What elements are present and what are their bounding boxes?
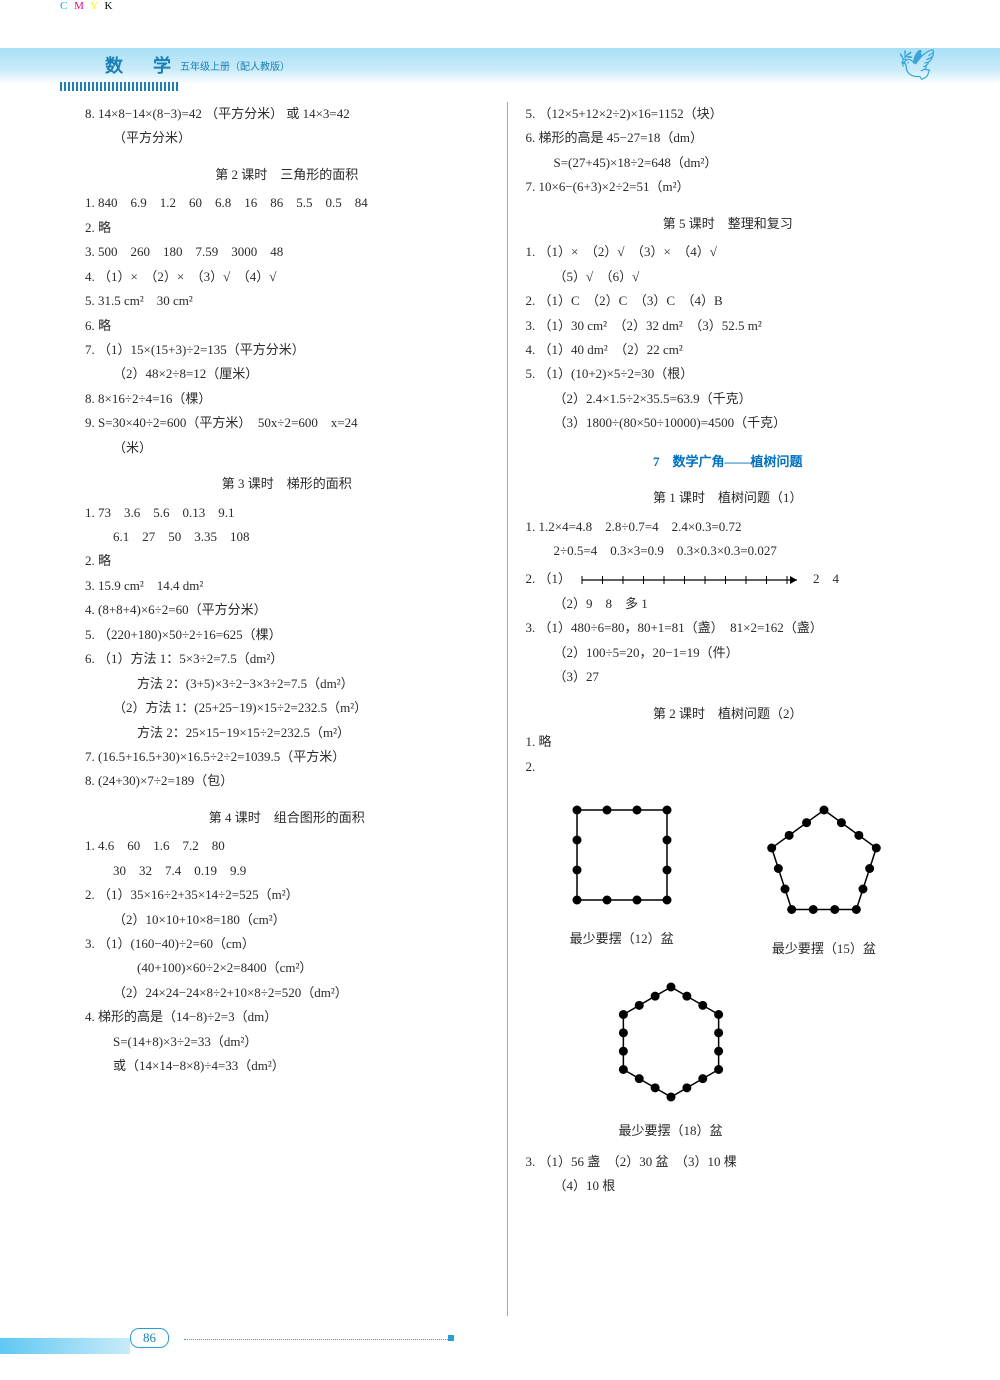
footer-bar <box>0 1338 130 1354</box>
text-line: （3）27 <box>526 665 931 689</box>
text-line: 5. （220+180)×50÷2÷16=625（棵） <box>85 623 489 647</box>
section-title: 第 2 课时 三角形的面积 <box>85 163 489 187</box>
section-title: 第 5 课时 整理和复习 <box>526 212 931 236</box>
text-line: 1. 略 <box>526 730 931 754</box>
text-line: （3）1800÷(80×50÷10000)=4500（千克） <box>526 411 931 435</box>
subject-sub: 五年级上册（配人教版） <box>180 58 290 73</box>
diagram-row: 最少要摆（12）盆 最少要摆（15）盆 <box>526 785 931 961</box>
left-column: 8. 14×8−14×(8−3)=42 （平方分米） 或 14×3=42 （平方… <box>75 102 508 1316</box>
text-line: 1. 73 3.6 5.6 0.13 9.1 <box>85 501 489 525</box>
content: 8. 14×8−14×(8−3)=42 （平方分米） 或 14×3=42 （平方… <box>75 102 940 1316</box>
text-line: （2）9 8 多 1 <box>526 592 931 616</box>
text-line: 2 4 <box>813 567 839 591</box>
text-line: 7. （1）15×(15+3)÷2=135（平方分米） <box>85 338 489 362</box>
text-line: （米） <box>85 436 489 460</box>
text-line: 3. 15.9 cm² 14.4 dm² <box>85 574 489 598</box>
text-line: 8. 14×8−14×(8−3)=42 （平方分米） 或 14×3=42 <box>85 102 489 126</box>
text-line: 2. <box>526 755 931 779</box>
text-line: 1. 840 6.9 1.2 60 6.8 16 86 5.5 0.5 84 <box>85 191 489 215</box>
text-line: 方法 2：(3+5)×3÷2−3×3÷2=7.5（dm²） <box>85 672 489 696</box>
text-line: 3. 500 260 180 7.59 3000 48 <box>85 240 489 264</box>
text-line: （2）方法 1：(25+25−19)×15÷2=232.5（m²） <box>85 696 489 720</box>
cmyk-c: C <box>60 0 69 12</box>
text-line: （2）48×2÷8=12（厘米） <box>85 362 489 386</box>
cmyk-k: K <box>105 0 115 12</box>
text-line: （2）2.4×1.5÷2×35.5=63.9（千克） <box>526 387 931 411</box>
text-line: 方法 2：25×15−19×15÷2=232.5（m²） <box>85 721 489 745</box>
cmyk-label: C M Y K <box>60 0 114 12</box>
text-line: 4. （1）40 dm² （2）22 cm² <box>526 338 931 362</box>
text-line: 2. （1） <box>526 567 572 591</box>
text-line: 5. （1）(10+2)×5÷2=30（根） <box>526 362 931 386</box>
hexagon-cell: 最少要摆（18）盆 <box>586 967 756 1143</box>
cmyk-y: Y <box>90 0 100 12</box>
text-line: 或（14×14−8×8)÷4=33（dm²） <box>85 1054 489 1078</box>
text-line: （2）100÷5=20，20−1=19（件） <box>526 641 931 665</box>
text-line: 3. （1）(160−40)÷2=60（cm） <box>85 932 489 956</box>
chapter-title: 7 数学广角——植树问题 <box>526 450 931 474</box>
pentagon-caption: 最少要摆（15）盆 <box>744 937 904 961</box>
right-column: 5. （12×5+12×2÷2)×16=1152（块） 6. 梯形的高是 45−… <box>508 102 941 1316</box>
text-line: （2）10×10+10×8=180（cm²） <box>85 908 489 932</box>
text-line: 5. （12×5+12×2÷2)×16=1152（块） <box>526 102 931 126</box>
text-line: (40+100)×60÷2×2=8400（cm²） <box>85 956 489 980</box>
crop-marks: C M Y K <box>0 0 1000 18</box>
text-line: 6. 略 <box>85 314 489 338</box>
bird-icon: 🕊 <box>898 48 936 83</box>
footer-dotline <box>184 1338 450 1340</box>
page-number: 86 <box>130 1328 169 1348</box>
text-line: S=(14+8)×3÷2=33（dm²） <box>85 1030 489 1054</box>
text-line: 30 32 7.4 0.19 9.9 <box>85 859 489 883</box>
section-title: 第 3 课时 梯形的面积 <box>85 472 489 496</box>
text-line: 9. S=30×40÷2=600（平方米） 50x÷2=600 x=24 <box>85 411 489 435</box>
header-stripes <box>60 82 180 91</box>
section-title: 第 4 课时 组合图形的面积 <box>85 806 489 830</box>
text-line: （平方分米） <box>85 126 489 150</box>
text-line: 2. 略 <box>85 216 489 240</box>
text-line: 2. 略 <box>85 549 489 573</box>
subject-title: 数 学 <box>105 52 177 78</box>
square-diagram <box>552 785 692 925</box>
hexagon-diagram <box>586 967 756 1117</box>
text-line: 1. （1）× （2）√ （3）× （4）√ <box>526 240 931 264</box>
text-line: 6. （1）方法 1：5×3÷2=7.5（dm²） <box>85 647 489 671</box>
footer: 86 <box>0 1310 1000 1354</box>
text-line: （4）10 根 <box>526 1174 931 1198</box>
number-line-diagram <box>577 571 807 589</box>
text-line: 6.1 27 50 3.35 108 <box>85 525 489 549</box>
text-line: 2. （1）C （2）C （3）C （4）B <box>526 289 931 313</box>
section-title: 第 1 课时 植树问题（1） <box>526 486 931 510</box>
text-line: 4. 梯形的高是（14−8)÷2=3（dm） <box>85 1005 489 1029</box>
pentagon-cell: 最少要摆（15）盆 <box>744 785 904 961</box>
text-line: 6. 梯形的高是 45−27=18（dm） <box>526 126 931 150</box>
text-line: 1. 4.6 60 1.6 7.2 80 <box>85 834 489 858</box>
text-line: 7. 10×6−(6+3)×2÷2=51（m²） <box>526 175 931 199</box>
text-line: 2. （1）35×16÷2+35×14÷2=525（m²） <box>85 883 489 907</box>
square-cell: 最少要摆（12）盆 <box>552 785 692 961</box>
text-line: 8. 8×16÷2÷4=16（棵） <box>85 387 489 411</box>
text-line: 5. 31.5 cm² 30 cm² <box>85 289 489 313</box>
text-line: （5）√ （6）√ <box>526 265 931 289</box>
text-line: S=(27+45)×18÷2=648（dm²） <box>526 151 931 175</box>
number-line-row: 2. （1） 2 4 <box>526 567 931 591</box>
text-line: 4. (8+8+4)×6÷2=60（平方分米） <box>85 598 489 622</box>
square-caption: 最少要摆（12）盆 <box>552 927 692 951</box>
diagram-row-2: 最少要摆（18）盆 <box>526 967 931 1143</box>
text-line: 2÷0.5=4 0.3×3=0.9 0.3×0.3×0.3=0.027 <box>526 539 931 563</box>
text-line: 3. （1）480÷6=80，80+1=81（盏） 81×2=162（盏） <box>526 616 931 640</box>
text-line: 4. （1）× （2）× （3）√ （4）√ <box>85 265 489 289</box>
page: C M Y K 数 学 五年级上册（配人教版） 🕊 8. 14×8−14×(8−… <box>0 0 1000 1380</box>
cmyk-m: M <box>74 0 86 12</box>
text-line: 3. （1）30 cm² （2）32 dm² （3）52.5 m² <box>526 314 931 338</box>
text-line: 3. （1）56 盏 （2）30 盆 （3）10 棵 <box>526 1150 931 1174</box>
pentagon-diagram <box>744 785 904 935</box>
text-line: （2）24×24−24×8÷2+10×8÷2=520（dm²） <box>85 981 489 1005</box>
text-line: 8. (24+30)×7÷2=189（包） <box>85 769 489 793</box>
hexagon-caption: 最少要摆（18）盆 <box>586 1119 756 1143</box>
text-line: 7. (16.5+16.5+30)×16.5÷2÷2=1039.5（平方米） <box>85 745 489 769</box>
section-title: 第 2 课时 植树问题（2） <box>526 702 931 726</box>
text-line: 1. 1.2×4=4.8 2.8÷0.7=4 2.4×0.3=0.72 <box>526 515 931 539</box>
